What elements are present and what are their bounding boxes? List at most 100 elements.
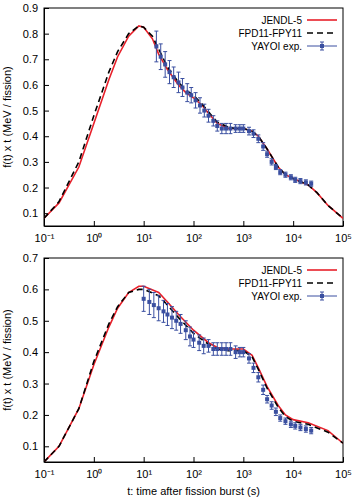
x-tick-mark: [94, 457, 95, 462]
y-tick-mark: [44, 136, 49, 137]
error-bar: [157, 296, 161, 321]
y-tick-label: 0.6: [23, 283, 38, 295]
series-line: [44, 286, 343, 462]
data-point: [256, 137, 260, 141]
x-tick-label: 10¹: [136, 232, 152, 244]
error-bar: [238, 347, 242, 356]
error-bar: [261, 385, 265, 394]
error-bar: [174, 311, 178, 330]
x-tick-mark: [293, 221, 294, 226]
data-point: [147, 300, 151, 304]
y-tick: 0.4: [23, 130, 49, 142]
error-bar: [159, 44, 163, 70]
error-bar: [192, 332, 196, 348]
x-tick-mark: [243, 457, 244, 462]
y-tick-label: 0.4: [23, 346, 38, 358]
error-bar: [241, 125, 245, 133]
error-bar: [293, 177, 297, 182]
error-bar: [161, 300, 165, 322]
x-axis: 10⁻¹10⁰10¹10²10³10⁴10⁵: [35, 221, 352, 244]
x-tick-label: 10²: [186, 468, 202, 480]
legend-label: JENDL-5: [261, 15, 302, 26]
legend-label: YAYOI exp.: [251, 291, 302, 302]
x-tick: 10²: [186, 221, 202, 244]
x-tick: 10¹: [136, 457, 152, 480]
y-tick: 0.6: [23, 283, 49, 295]
error-bar: [247, 354, 251, 363]
x-tick-mark: [194, 457, 195, 462]
error-bar: [261, 143, 265, 151]
data-point: [289, 175, 293, 179]
x-tick: 10¹: [136, 221, 152, 244]
x-tick-label: 10¹: [136, 468, 152, 480]
data-point: [185, 91, 189, 95]
error-bar: [304, 426, 308, 432]
legend-label: JENDL-5: [261, 265, 302, 276]
data-point: [184, 328, 188, 332]
error-bar: [163, 52, 167, 78]
x-tick-label: 10³: [236, 468, 252, 480]
error-bar: [211, 116, 215, 126]
y-tick-label: 0.2: [23, 409, 38, 421]
data-point: [202, 109, 206, 113]
legend-label: FPD11-FPY11: [238, 278, 302, 289]
error-bar: [278, 415, 282, 421]
x-tick: 10⁰: [86, 457, 102, 480]
series-line: [44, 289, 343, 462]
error-bar: [194, 93, 198, 108]
data-point: [247, 356, 251, 360]
error-bar: [197, 335, 201, 351]
data-point: [215, 347, 219, 351]
y-tick-label: 0.2: [23, 182, 38, 194]
y-tick-mark: [44, 446, 49, 447]
y-axis-title: f(t) x t (MeV / fission): [1, 66, 13, 167]
error-bar: [207, 340, 211, 353]
x-axis-title: t: time after fission burst (s): [127, 485, 260, 497]
y-tick: 0.3: [23, 378, 49, 390]
legend-swatch: [307, 292, 337, 300]
data-point: [241, 350, 245, 354]
y-tick-mark: [44, 384, 49, 385]
error-bar: [215, 343, 219, 356]
data-point: [194, 98, 198, 102]
data-point: [283, 173, 287, 177]
y-tick-mark: [44, 162, 49, 163]
y-axis-title: f(t) x t (MeV / fission): [1, 309, 13, 410]
error-bar: [309, 181, 313, 186]
data-point: [274, 165, 278, 169]
error-bar: [224, 123, 228, 133]
data-point: [161, 309, 165, 313]
data-point: [247, 129, 251, 133]
legend-swatch: [307, 282, 337, 284]
data-point: [228, 127, 232, 131]
data-point: [215, 124, 219, 128]
error-bar: [224, 343, 228, 356]
legend-swatch: [320, 44, 324, 48]
data-point: [283, 419, 287, 423]
error-bar: [270, 402, 274, 410]
data-point: [309, 182, 313, 186]
y-tick-mark: [44, 321, 49, 322]
data-point: [234, 127, 238, 131]
x-tick-label: 10²: [186, 232, 202, 244]
data-point: [261, 144, 265, 148]
error-bar: [309, 427, 313, 433]
error-bar: [168, 61, 172, 84]
error-bar: [252, 130, 256, 138]
x-tick: 10²: [186, 457, 202, 480]
y-tick: 0.1: [23, 440, 49, 452]
x-tick-mark: [144, 221, 145, 226]
x-tick-label: 10⁰: [86, 232, 102, 244]
plot-frame: [44, 258, 343, 462]
error-bar: [293, 423, 297, 429]
y-tick: 0.7: [23, 53, 49, 65]
legend-swatch: [320, 294, 324, 298]
error-bar: [298, 424, 302, 430]
data-point: [142, 297, 146, 301]
error-bar: [241, 347, 245, 356]
error-bar: [198, 98, 202, 113]
x-tick: 10⁴: [285, 221, 302, 244]
data-point: [170, 316, 174, 320]
error-bar: [265, 395, 269, 403]
data-point: [211, 347, 215, 351]
